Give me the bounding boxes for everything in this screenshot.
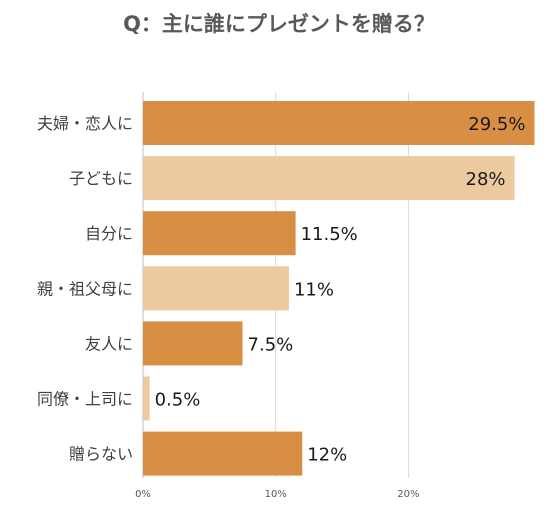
value-label: 0.5%	[155, 390, 201, 411]
bar-layer	[143, 101, 535, 476]
category-label: 自分に	[85, 224, 133, 243]
bar	[143, 376, 150, 421]
category-label: 友人に	[85, 334, 133, 353]
category-label: 親・祖父母に	[37, 279, 133, 298]
label-layer: 0% 10% 20% 夫婦・恋人に 29.5% 子どもに 28% 自分に 11.5% 親・祖父母に…	[37, 114, 525, 500]
category-label: 贈らない	[69, 445, 133, 464]
chart-title: Q：主に誰にプレゼントを贈る？	[123, 12, 435, 36]
bar	[143, 266, 289, 311]
value-label: 12%	[307, 445, 347, 466]
value-label: 11.5%	[301, 224, 358, 245]
value-label: 28%	[466, 169, 506, 190]
bar	[143, 321, 243, 366]
value-label: 7.5%	[248, 334, 294, 355]
x-tick-label: 20%	[397, 489, 419, 500]
bar	[143, 101, 535, 145]
category-label: 同僚・上司に	[37, 390, 133, 409]
value-label: 11%	[294, 279, 334, 300]
x-tick-label: 0%	[135, 489, 151, 500]
category-label: 子どもに	[69, 169, 133, 188]
x-tick-label: 10%	[265, 489, 287, 500]
value-label: 29.5%	[468, 114, 525, 135]
bar	[143, 211, 296, 256]
category-label: 夫婦・恋人に	[37, 114, 133, 133]
bar	[143, 431, 303, 476]
bar	[143, 156, 515, 201]
